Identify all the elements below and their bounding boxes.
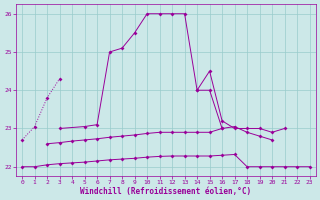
- X-axis label: Windchill (Refroidissement éolien,°C): Windchill (Refroidissement éolien,°C): [80, 187, 252, 196]
